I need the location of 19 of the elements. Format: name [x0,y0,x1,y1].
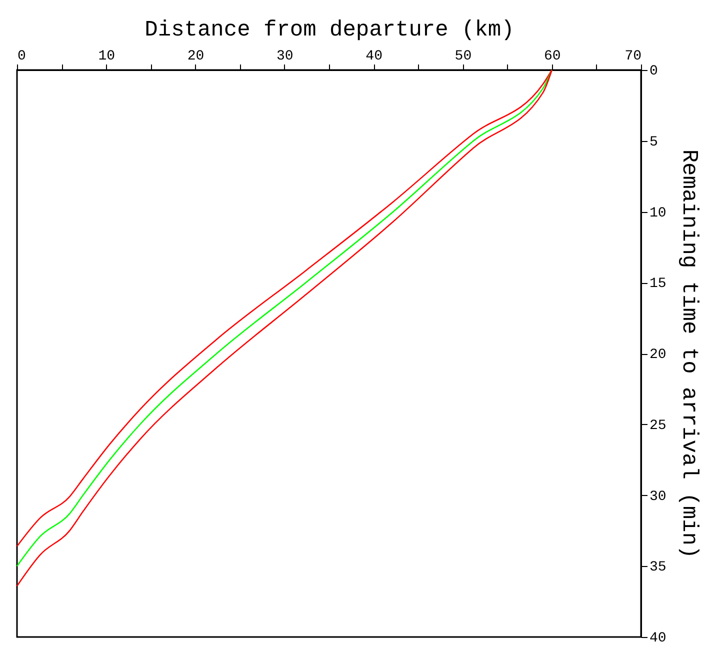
x-tick-label: 10 [98,48,116,64]
x-tick-label: 0 [18,48,26,64]
y-tick-label: 30 [650,488,666,505]
x-tick-label: 30 [276,48,294,64]
y-tick-label: 5 [650,134,658,150]
y-tick-label: 20 [650,347,666,363]
x-tick-label: 40 [366,48,382,64]
x-tick-label: 70 [624,48,642,64]
x-tick-label: 50 [454,48,472,64]
x-tick-label: 20 [187,48,204,64]
y-tick-label: 10 [650,205,666,222]
y-tick-label: 15 [650,276,666,292]
y-axis-title: Remaining time to arrival (min) [676,149,702,559]
y-tick-label: 25 [650,418,666,434]
y-tick-label: 0 [650,64,658,80]
x-axis-title: Distance from departure (km) [144,18,514,42]
y-tick-label: 40 [650,630,666,646]
y-tick-label: 35 [650,560,666,576]
x-tick-label: 60 [544,48,561,64]
